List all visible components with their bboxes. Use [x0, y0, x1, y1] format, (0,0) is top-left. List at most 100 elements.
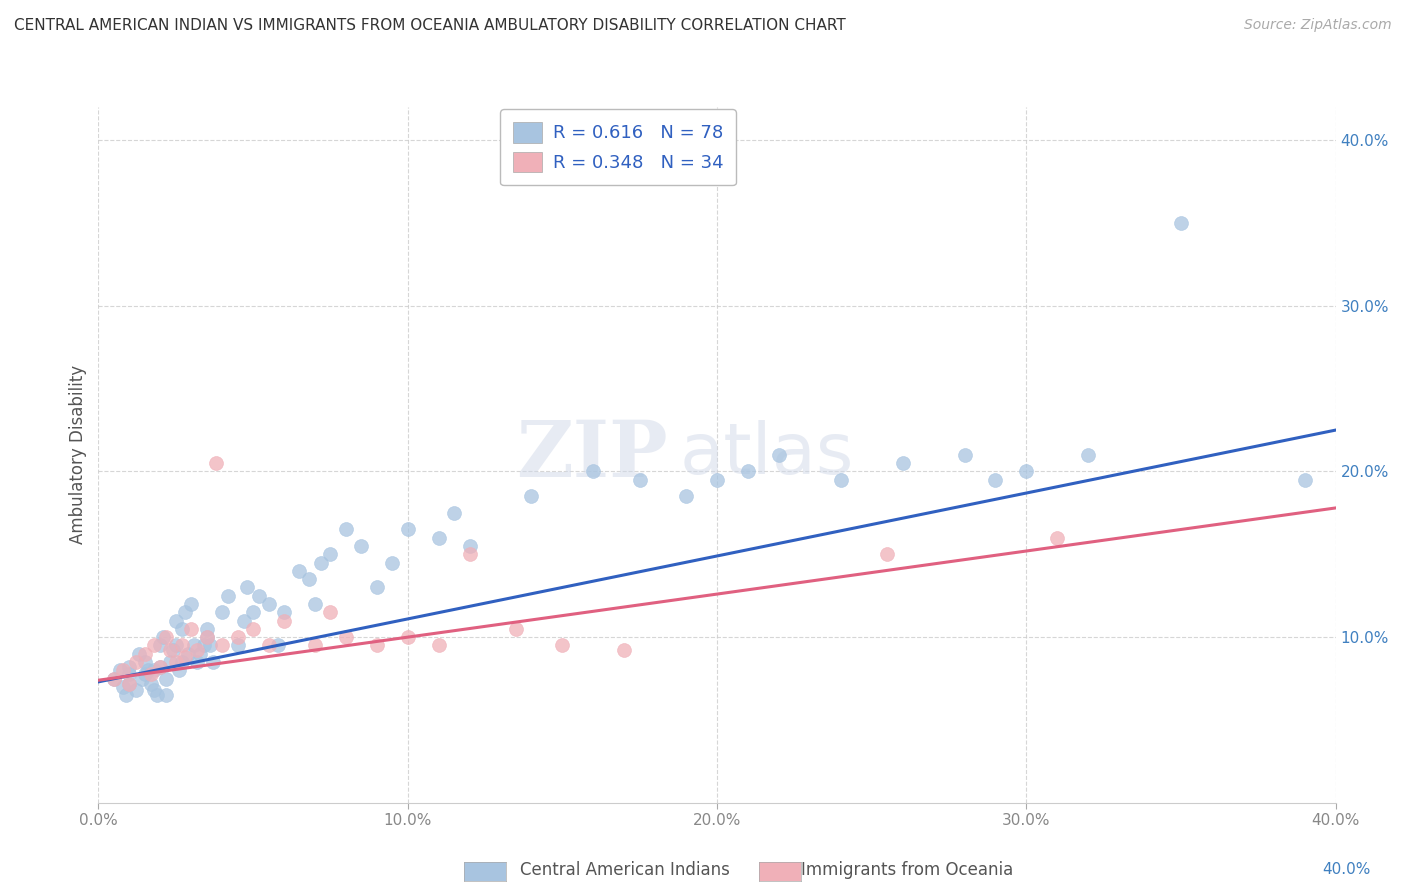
Point	[257, 639, 280, 653]
Point	[155, 672, 177, 686]
Point	[170, 655, 193, 669]
Point	[242, 622, 264, 636]
Point	[236, 581, 259, 595]
Point	[335, 630, 357, 644]
Point	[198, 639, 221, 653]
Point	[288, 564, 311, 578]
Point	[953, 448, 976, 462]
Point	[174, 605, 197, 619]
Point	[675, 489, 697, 503]
Point	[830, 473, 852, 487]
Text: Central American Indians: Central American Indians	[520, 861, 730, 879]
Point	[309, 556, 332, 570]
Point	[396, 630, 419, 644]
Point	[242, 605, 264, 619]
Point	[1294, 473, 1316, 487]
Point	[167, 663, 190, 677]
Point	[195, 630, 218, 644]
Point	[304, 597, 326, 611]
Point	[108, 663, 131, 677]
Point	[226, 630, 249, 644]
Point	[257, 597, 280, 611]
Point	[155, 630, 177, 644]
Text: Immigrants from Oceania: Immigrants from Oceania	[801, 861, 1014, 879]
Point	[737, 465, 759, 479]
Point	[350, 539, 373, 553]
Point	[162, 643, 184, 657]
Point	[366, 581, 388, 595]
Point	[118, 676, 141, 690]
Point	[319, 605, 342, 619]
Point	[273, 605, 295, 619]
Point	[155, 688, 177, 702]
Point	[186, 643, 208, 657]
Point	[143, 663, 166, 677]
Point	[165, 655, 187, 669]
Point	[115, 688, 138, 702]
Point	[180, 597, 202, 611]
Text: 40.0%: 40.0%	[1323, 863, 1371, 877]
Point	[232, 614, 254, 628]
Point	[1170, 216, 1192, 230]
Point	[217, 589, 239, 603]
Point	[273, 614, 295, 628]
Point	[186, 655, 208, 669]
Point	[195, 630, 218, 644]
Point	[177, 647, 200, 661]
Point	[118, 660, 141, 674]
Point	[1077, 448, 1099, 462]
Point	[298, 572, 321, 586]
Point	[984, 473, 1007, 487]
Point	[247, 589, 270, 603]
Point	[149, 660, 172, 674]
Point	[174, 650, 197, 665]
Point	[381, 556, 404, 570]
Point	[183, 639, 205, 653]
Point	[551, 639, 574, 653]
Text: atlas: atlas	[681, 420, 855, 490]
Point	[582, 465, 605, 479]
Point	[131, 672, 153, 686]
Point	[128, 647, 150, 661]
Point	[335, 523, 357, 537]
Point	[201, 655, 224, 669]
Text: ZIP: ZIP	[516, 417, 668, 493]
Point	[112, 680, 135, 694]
Point	[118, 666, 141, 681]
Point	[396, 523, 419, 537]
Point	[1046, 531, 1069, 545]
Point	[1015, 465, 1038, 479]
Point	[136, 663, 159, 677]
Point	[139, 676, 162, 690]
Point	[143, 639, 166, 653]
Point	[211, 605, 233, 619]
Point	[152, 630, 174, 644]
Point	[149, 639, 172, 653]
Point	[149, 660, 172, 674]
Point	[124, 683, 146, 698]
Point	[124, 655, 146, 669]
Point	[211, 639, 233, 653]
Point	[103, 672, 125, 686]
Point	[170, 622, 193, 636]
Point	[195, 622, 218, 636]
Point	[143, 683, 166, 698]
Point	[876, 547, 898, 561]
Point	[226, 639, 249, 653]
Point	[427, 639, 450, 653]
Point	[505, 622, 527, 636]
Point	[159, 655, 181, 669]
Text: CENTRAL AMERICAN INDIAN VS IMMIGRANTS FROM OCEANIA AMBULATORY DISABILITY CORRELA: CENTRAL AMERICAN INDIAN VS IMMIGRANTS FR…	[14, 18, 846, 33]
Point	[267, 639, 290, 653]
Point	[134, 666, 156, 681]
Point	[366, 639, 388, 653]
Point	[458, 547, 481, 561]
Point	[146, 688, 169, 702]
Point	[319, 547, 342, 561]
Point	[139, 666, 162, 681]
Point	[628, 473, 651, 487]
Point	[458, 539, 481, 553]
Legend: R = 0.616   N = 78, R = 0.348   N = 34: R = 0.616 N = 78, R = 0.348 N = 34	[501, 109, 735, 186]
Point	[165, 639, 187, 653]
Point	[103, 672, 125, 686]
